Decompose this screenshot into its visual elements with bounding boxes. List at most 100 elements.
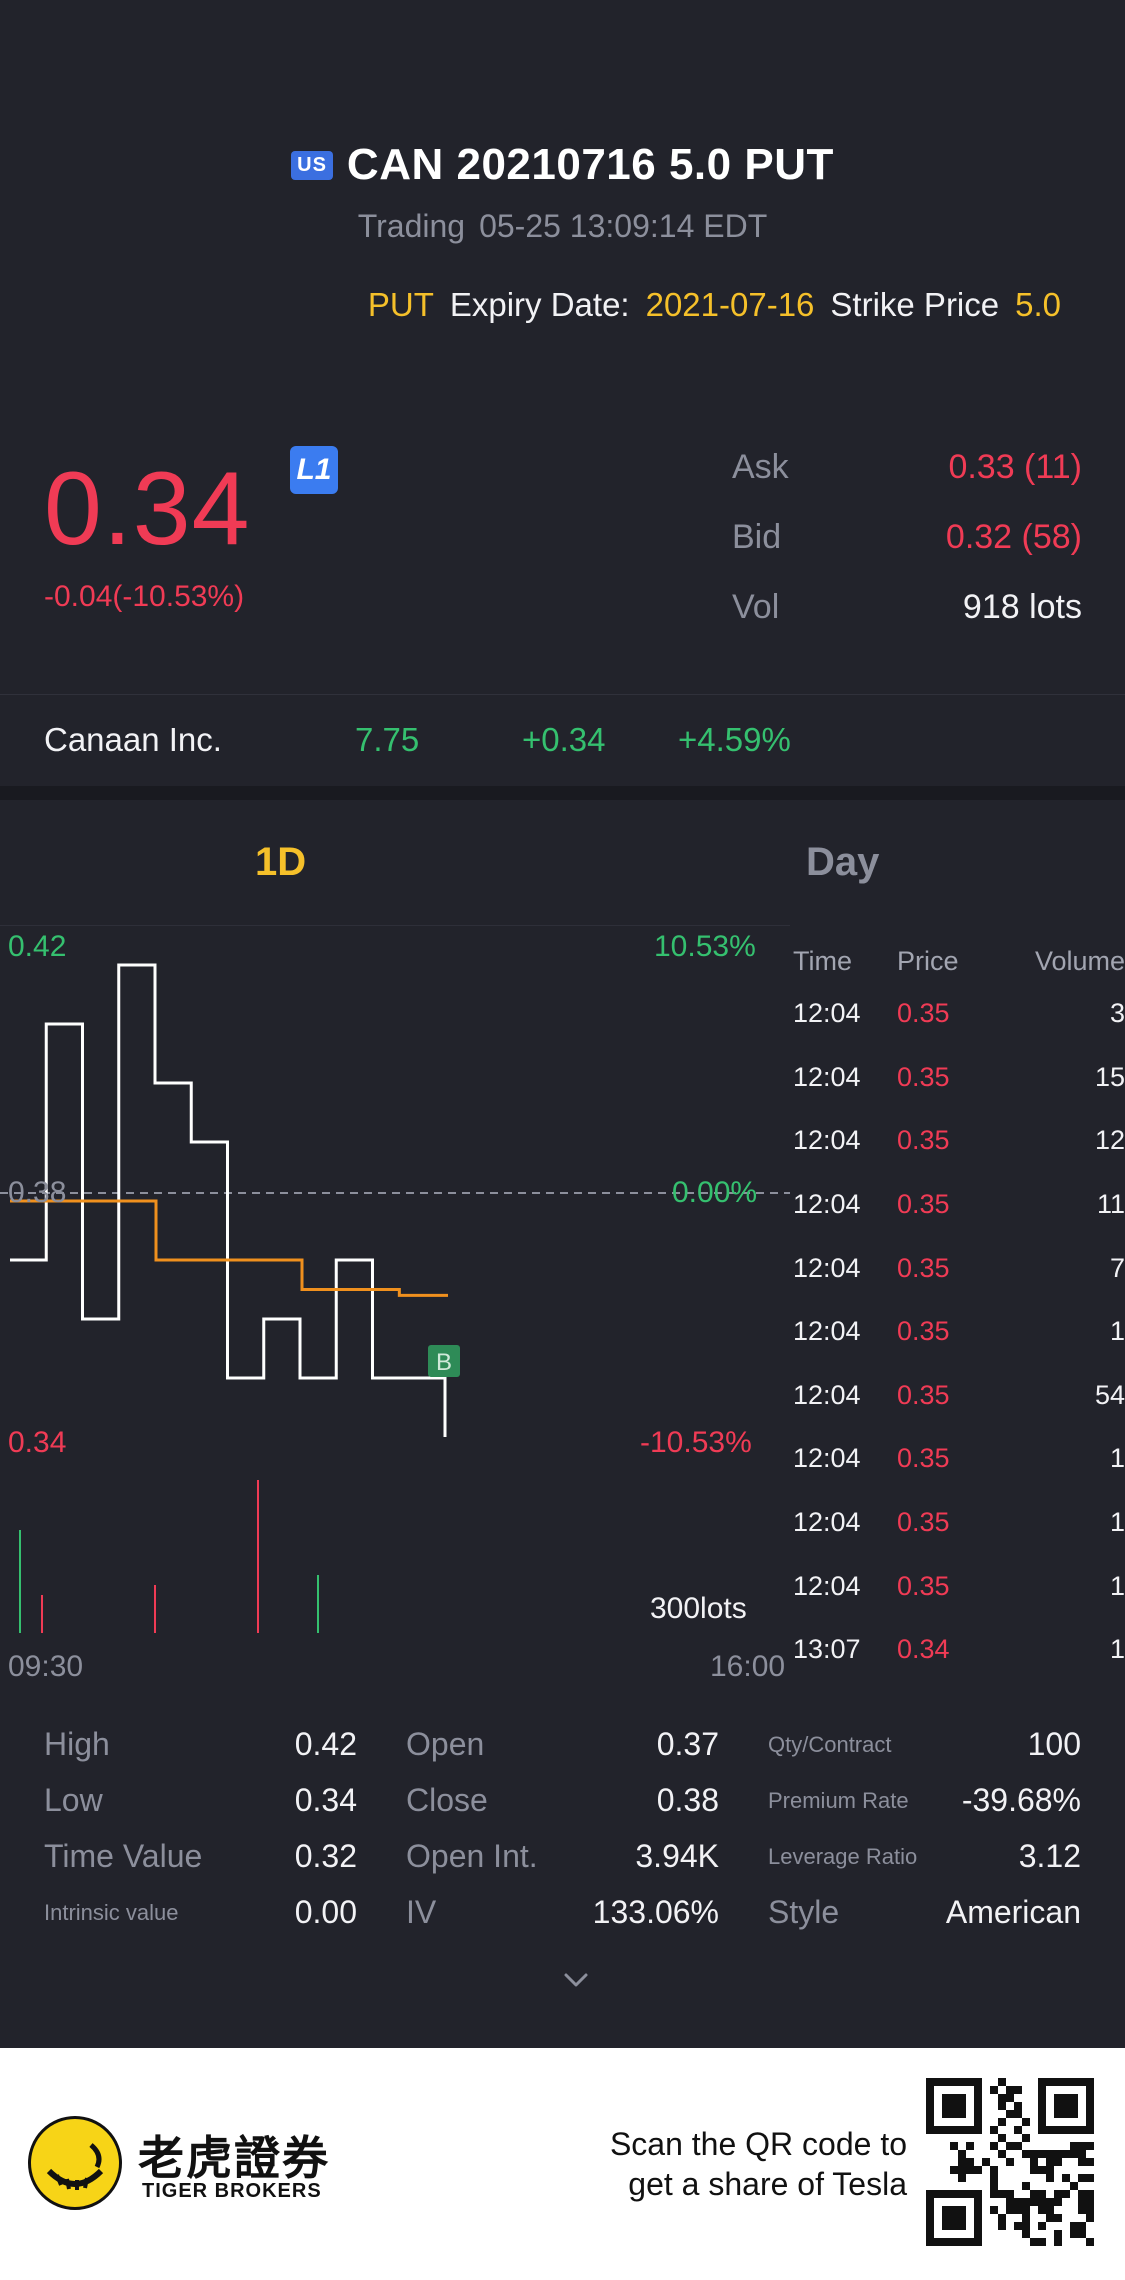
stat-high-label: High: [44, 1726, 110, 1762]
brand-name-cn: 老虎證券: [138, 2132, 330, 2184]
stat-qty-value: 100: [1027, 1726, 1081, 1762]
trade-time: 12:04: [793, 1507, 861, 1538]
scan-line-2: get a share of Tesla: [628, 2166, 907, 2202]
underlying-change: +0.34: [522, 721, 606, 758]
trade-time: 13:07: [793, 1634, 861, 1665]
stat-premium-value: -39.68%: [961, 1782, 1081, 1818]
timestamp: 05-25 13:09:14 EDT: [479, 208, 768, 244]
trade-volume: 1: [1109, 1316, 1125, 1347]
trades-header-time: Time: [793, 945, 852, 976]
price-lines: [10, 963, 448, 1437]
stat-time-value-label: Time Value: [44, 1838, 203, 1874]
ask-value: 0.33 (11): [948, 447, 1082, 486]
section-divider: [0, 786, 1125, 800]
level-badge[interactable]: L1: [290, 446, 338, 494]
underlying-change-pct: +4.59%: [678, 721, 791, 758]
trade-row: 12:04 0.35 15: [793, 1046, 1125, 1110]
marker-label: B: [436, 1349, 452, 1376]
brand-name-en: TIGER BROKERS: [142, 2180, 322, 2202]
tiger-logo-icon: [28, 2116, 122, 2210]
trade-row: 12:04 0.35 11: [793, 1173, 1125, 1237]
tab-1d[interactable]: 1D: [255, 840, 307, 884]
page-title: CAN 20210716 5.0 PUT: [346, 140, 834, 189]
trade-time: 12:04: [793, 1252, 861, 1283]
stat-row-1: High 0.42 Open 0.37 Qty/Contract 100: [0, 1726, 1125, 1782]
stat-intrinsic-label: Intrinsic value: [44, 1900, 179, 1925]
contract-info: PUT Expiry Date: 2021-07-16 Strike Price…: [368, 286, 1061, 324]
last-price: 0.34: [44, 451, 251, 567]
stat-time-value-value: 0.32: [294, 1838, 357, 1874]
intraday-chart[interactable]: B: [0, 925, 790, 1685]
trade-price: 0.34: [897, 1634, 950, 1665]
stat-style-value: American: [945, 1894, 1081, 1930]
tab-divider: [0, 925, 790, 926]
vol-value: 918 lots: [962, 587, 1082, 626]
underlying-row[interactable]: Canaan Inc. 7.75 +0.34 +4.59%: [0, 694, 1125, 786]
trade-row: 12:04 0.35 7: [793, 1236, 1125, 1300]
trade-price: 0.35: [897, 1252, 950, 1283]
stat-low-value: 0.34: [294, 1782, 357, 1818]
vol-row: Vol 918 lots: [732, 572, 1082, 642]
stat-close-label: Close: [406, 1782, 488, 1818]
chevron-down-icon[interactable]: [562, 1966, 590, 1994]
chart-ref-price: 0.38: [8, 1176, 67, 1209]
trade-volume: 54: [1094, 1379, 1125, 1410]
trades-list[interactable]: Time Price Volume 12:04 0.35 3 12:04 0.35 15 1…: [793, 940, 1125, 1682]
trade-volume: 11: [1096, 1189, 1125, 1220]
ask-label: Ask: [732, 447, 789, 486]
trade-price: 0.35: [897, 1507, 950, 1538]
trades-header-volume: Volume: [1034, 945, 1125, 976]
ask-row: Ask 0.33 (11): [732, 432, 1082, 502]
buy-marker: B: [428, 1345, 460, 1377]
trade-price: 0.35: [897, 1125, 950, 1156]
trading-status: Trading: [357, 208, 466, 244]
trade-time: 12:04: [793, 1570, 861, 1601]
stat-qty-label: Qty/Contract: [768, 1732, 892, 1757]
chart-high-pct: 10.53%: [654, 930, 756, 963]
trade-volume: 1: [1109, 1570, 1125, 1601]
trade-time: 12:04: [793, 1125, 861, 1156]
vol-label: Vol: [732, 587, 780, 626]
trades-header-price: Price: [897, 945, 959, 976]
trade-row: 12:04 0.35 3: [793, 982, 1125, 1046]
trade-time: 12:04: [793, 1316, 861, 1347]
expiry-value: 2021-07-16: [645, 286, 815, 323]
scan-line-1: Scan the QR code to: [609, 2126, 907, 2162]
trade-volume: 15: [1094, 1061, 1125, 1092]
chart-low-price: 0.34: [8, 1426, 67, 1459]
underlying-name: Canaan Inc.: [44, 721, 222, 758]
stat-leverage-value: 3.12: [1018, 1838, 1081, 1874]
market-status: Trading 05-25 13:09:14 EDT: [0, 208, 1125, 245]
stat-leverage-label: Leverage Ratio: [768, 1844, 918, 1869]
volume-max-label: 300lots: [650, 1592, 747, 1625]
trade-price: 0.35: [897, 1379, 950, 1410]
tab-day[interactable]: Day: [806, 840, 880, 884]
stats-grid: High 0.42 Open 0.37 Qty/Contract 100 Low…: [0, 1726, 1125, 1950]
market-badge: US: [291, 150, 333, 180]
trade-volume: 7: [1109, 1252, 1125, 1283]
stat-close-value: 0.38: [656, 1782, 719, 1818]
trade-row: 12:04 0.35 12: [793, 1109, 1125, 1173]
trade-price: 0.35: [897, 998, 950, 1029]
average-series-line: [10, 1199, 448, 1297]
stat-low-label: Low: [44, 1782, 103, 1818]
underlying-price: 7.75: [355, 721, 420, 758]
bid-label: Bid: [732, 517, 782, 556]
stat-premium-label: Premium Rate: [768, 1788, 909, 1813]
expiry-label: Expiry Date:: [449, 286, 630, 323]
trade-row: 13:07 0.34 1: [793, 1618, 1125, 1682]
volume-bars: [19, 1480, 319, 1633]
qr-code-icon[interactable]: [926, 2078, 1094, 2246]
price-change: -0.04(-10.53%): [44, 580, 245, 613]
stat-iv-label: IV: [406, 1894, 437, 1930]
trade-price: 0.35: [897, 1570, 950, 1601]
trades-header: Time Price Volume: [793, 940, 1125, 982]
trade-volume: 1: [1109, 1507, 1125, 1538]
scan-prompt: Scan the QR code to get a share of Tesla: [610, 2124, 907, 2204]
time-start: 09:30: [8, 1650, 84, 1683]
trade-time: 12:04: [793, 1379, 861, 1410]
trade-price: 0.35: [897, 1443, 950, 1474]
chart-high-price: 0.42: [8, 930, 67, 963]
stat-style-label: Style: [768, 1894, 840, 1930]
trade-volume: 1: [1109, 1443, 1125, 1474]
